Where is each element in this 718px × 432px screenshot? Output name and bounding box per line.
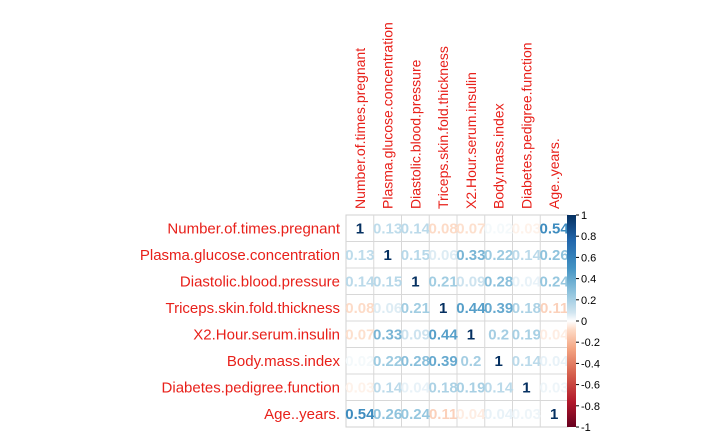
cell-value: 0.39 [429,353,458,370]
colorbar-tick-label: 1 [581,210,587,222]
cell-value: 0.18 [429,379,458,396]
cell-value: 0.03 [540,379,569,396]
cell-value: 0.14 [345,273,375,290]
column-labels: Number.of.times.pregnant Plasma.glucose.c… [352,22,562,209]
cell-value: 1 [439,300,447,317]
cell-value: 0.04 [456,406,486,423]
cell-value: 0.2 [460,353,481,370]
cell-value: 0.54 [540,220,570,237]
cell-value: 0.21 [401,300,430,317]
cell-value: 0.02 [345,353,374,370]
cell-value: 0.14 [484,379,514,396]
cell-value: 0.13 [373,220,402,237]
row-label: Diabetes.pedigree.function [162,379,340,396]
cell-value: 0.09 [401,326,430,343]
cell-value: 0.07 [345,326,374,343]
colorbar-tick-label: 0 [581,316,587,328]
column-label: Body.mass.index [491,103,507,209]
colorbar-tick-label: 0.6 [581,252,596,264]
cell-value: 0.13 [345,247,374,264]
column-label: Number.of.times.pregnant [352,48,368,209]
cell-value: 0.14 [512,247,542,264]
cell-value: 0.14 [512,353,542,370]
cell-value: 1 [522,379,530,396]
cell-value: 0.28 [484,273,513,290]
color-legend: 1 0.8 0.6 0.4 0.2 0 -0.2 -0.4 -0.6 -0.8 -1 [567,210,600,432]
row-label: Age..years. [264,406,340,423]
cell-value: 0.21 [429,273,458,290]
matrix-grid [345,214,569,428]
colorbar-tick-label: -0.6 [581,380,600,392]
cell-value: 1 [550,406,558,423]
colorbar-tick-label: -1 [581,422,591,432]
cell-value: 0.09 [456,273,485,290]
colorbar-tick-label: 0.8 [581,231,596,243]
column-label: Triceps.skin.fold.thickness [435,46,451,209]
cell-value: 0.19 [512,326,541,343]
cell-value: 0.04 [401,379,431,396]
cell-value: 0.04 [484,406,514,423]
cell-value: 0.15 [373,273,402,290]
cell-value: 0.02 [484,220,513,237]
cell-value: 1 [356,220,364,237]
cell-value: 0.03 [512,220,541,237]
row-label: Number.of.times.pregnant [167,220,340,237]
row-label: Plasma.glucose.concentration [140,247,340,264]
cell-value: 0.04 [540,353,570,370]
colorbar-tick-label: -0.8 [581,401,600,413]
column-label: Diastolic.blood.pressure [407,59,423,209]
colorbar-tick-label: 0.4 [581,274,596,286]
row-label: Triceps.skin.fold.thickness [165,300,340,317]
cell-value: 0.28 [401,353,430,370]
cell-value: 0.03 [512,406,541,423]
column-label: X2.Hour.serum.insulin [463,72,479,209]
cell-value: 0.44 [456,300,486,317]
cell-value: 0.04 [540,326,570,343]
cell-value: 0.26 [373,406,402,423]
cell-value: 0.33 [373,326,402,343]
cell-value: 0.39 [484,300,513,317]
cell-value: 0.15 [401,247,430,264]
colorbar-gradient [567,215,576,427]
column-label: Age..years. [546,138,562,209]
cell-value: 0.08 [429,220,458,237]
cell-value: 0.06 [373,300,402,317]
cell-value: 0.11 [429,406,457,423]
cell-value: 0.06 [429,247,458,264]
row-labels: Number.of.times.pregnant Plasma.glucose.c… [140,220,341,423]
column-label: Diabetes.pedigree.function [518,42,534,209]
cell-value: 0.07 [456,220,485,237]
colorbar-tick-label: -0.2 [581,337,600,349]
cell-value: 1 [383,247,391,264]
cell-value: 0.04 [512,273,542,290]
cell-value: 1 [467,326,475,343]
colorbar-tick-label: -0.4 [581,358,600,370]
cell-value: 0.22 [373,353,402,370]
cell-value: 0.11 [540,300,568,317]
cell-value: 0.33 [456,247,485,264]
cell-value: 0.14 [401,220,431,237]
cell-value: 0.19 [456,379,485,396]
cell-value: 0.08 [345,300,374,317]
cell-value: 0.14 [373,379,403,396]
matrix-cells: 1 0.130.140.080.070.020.030.540.13 1 0.150.… [345,220,569,423]
colorbar-tick-label: 0.2 [581,295,596,307]
cell-value: 0.18 [512,300,541,317]
cell-value: 0.22 [484,247,513,264]
row-label: Body.mass.index [227,353,341,370]
cell-value: 0.24 [401,406,431,423]
cell-value: 0.24 [540,273,570,290]
cell-value: 1 [411,273,419,290]
cell-value: 0.54 [345,406,375,423]
cell-value: 0.03 [345,379,374,396]
row-label: Diastolic.blood.pressure [180,273,340,290]
row-label: X2.Hour.serum.insulin [193,326,340,343]
cell-value: 0.2 [488,326,509,343]
cell-value: 0.26 [540,247,569,264]
column-label: Plasma.glucose.concentration [380,22,396,209]
cell-value: 0.44 [429,326,459,343]
cell-value: 1 [494,353,502,370]
